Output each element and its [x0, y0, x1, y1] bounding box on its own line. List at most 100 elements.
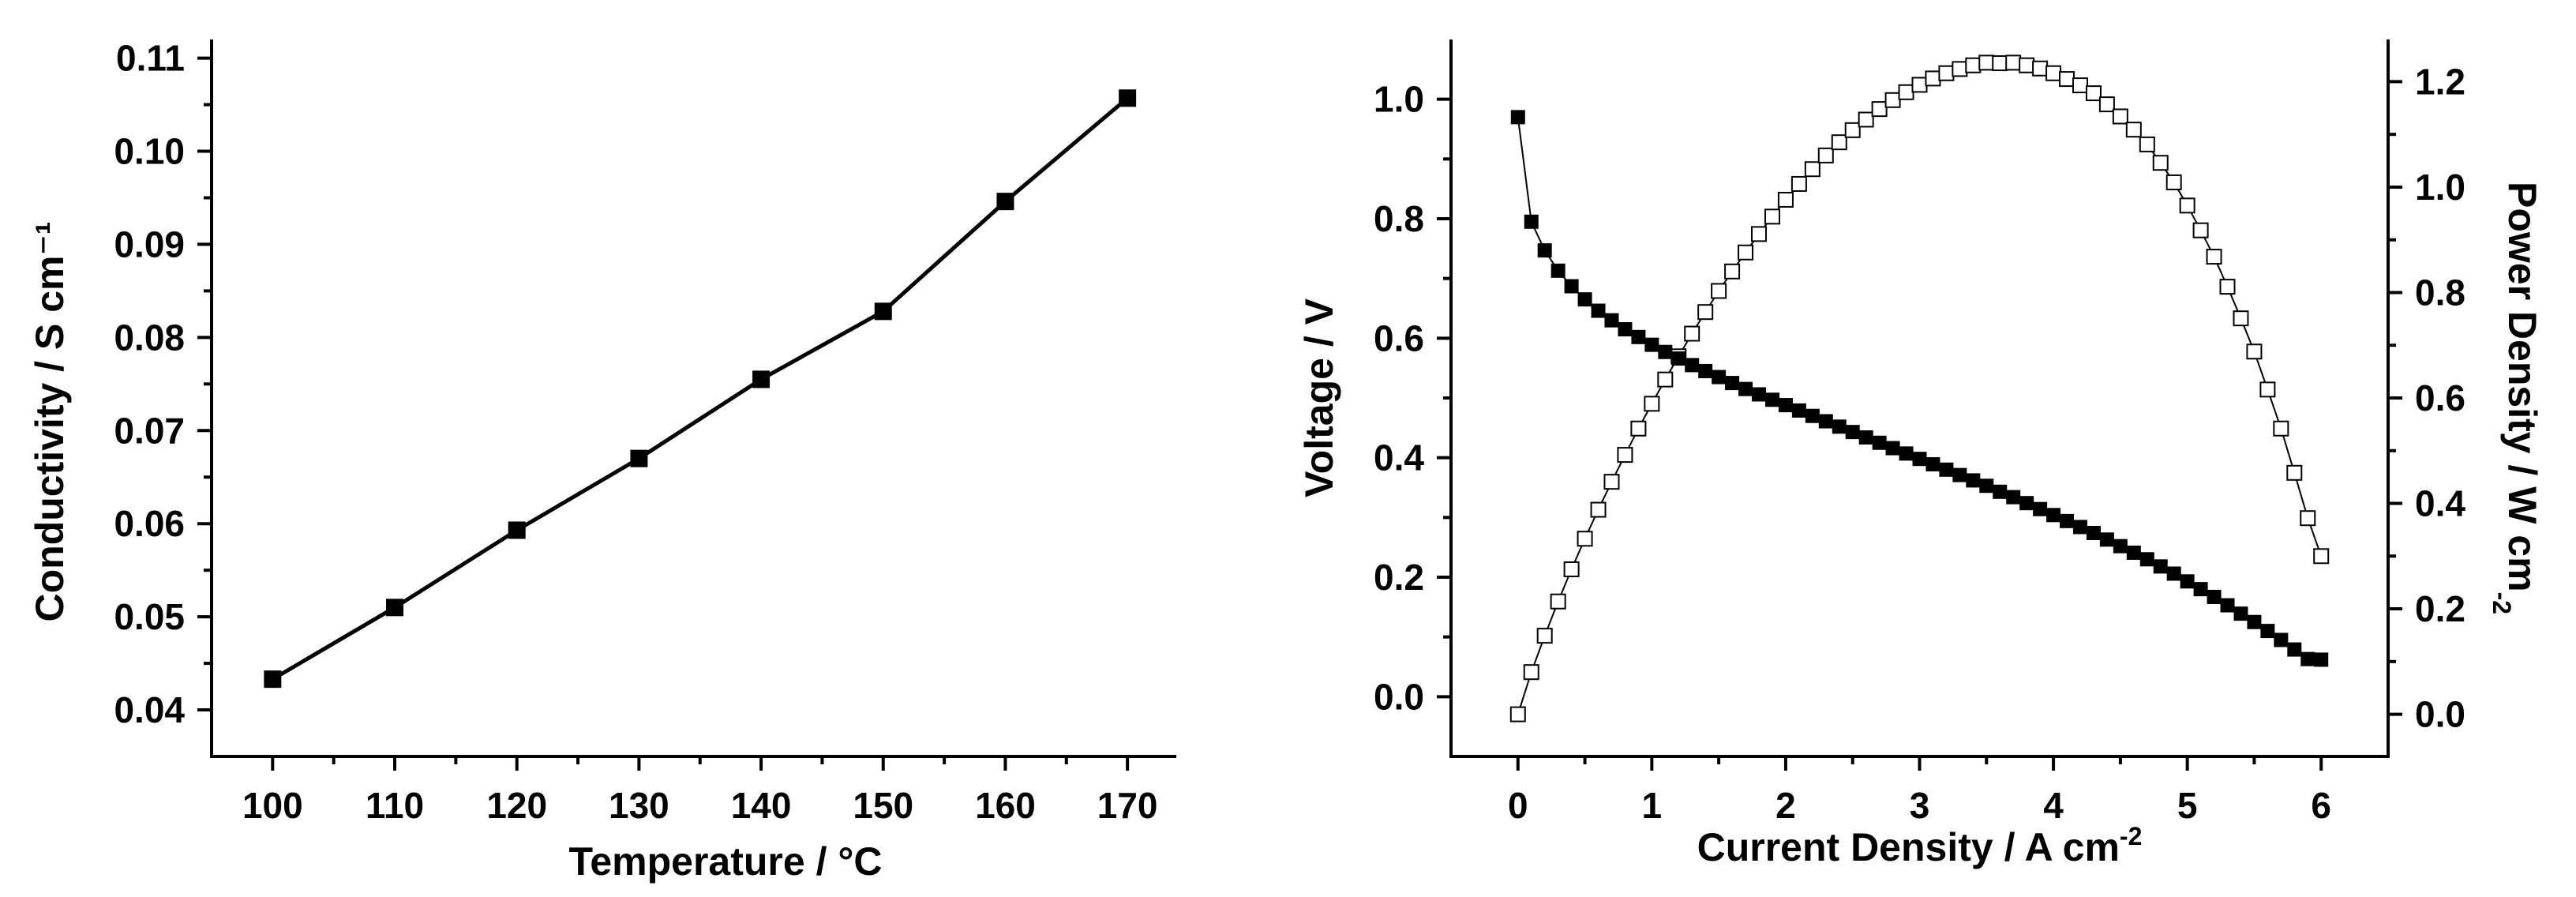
voltage-marker [2153, 559, 2168, 574]
power-density-marker [2139, 136, 2155, 152]
voltage-marker [2287, 642, 2302, 657]
power-density-y-axis-title-text: Power Density / W cm [2500, 182, 2544, 592]
power-density-marker [1711, 283, 1727, 299]
power-density-marker [1925, 70, 1941, 87]
power-density-marker [1978, 54, 1995, 71]
voltage-marker [2193, 582, 2208, 597]
voltage-y-tick-label: 0.4 [1374, 437, 1424, 479]
voltage-marker [1993, 484, 2008, 499]
voltage-line [1517, 117, 2322, 661]
voltage-marker [2274, 632, 2289, 647]
power-density-marker [1563, 561, 1580, 577]
voltage-marker [1752, 387, 1767, 402]
conductivity-x-tick-label: 160 [975, 785, 1036, 826]
voltage-marker [2166, 566, 2181, 581]
conductivity-y-tick-label: 0.07 [114, 410, 185, 451]
voltage-marker [1524, 214, 1539, 229]
conductivity-marker [996, 193, 1014, 211]
conductivity-marker [874, 302, 892, 321]
voltage-marker [1858, 430, 1873, 445]
voltage-y-tick-label: 0.6 [1374, 317, 1424, 358]
voltage-marker [1872, 435, 1887, 450]
power-density-marker [1777, 191, 1794, 208]
power-density-y-tick-label: 0.0 [2415, 694, 2465, 735]
current-density-x-tick-label: 6 [2311, 785, 2331, 826]
power-density-marker [2019, 57, 2035, 73]
power-density-marker [1724, 263, 1741, 280]
power-density-marker [2072, 77, 2088, 94]
power-density-marker [1697, 304, 1714, 321]
voltage-marker [2180, 574, 2195, 589]
voltage-marker [1725, 376, 1740, 391]
conductivity-chart: 100 110 120 130 140 150 160 170 0.040.050.060.0… [28, 38, 1176, 884]
voltage-marker [2139, 552, 2154, 567]
conductivity-series [264, 89, 1137, 689]
conductivity-x-tick-label: 120 [486, 785, 547, 826]
voltage-marker [1805, 408, 1820, 423]
conductivity-y-tick-label: 0.10 [114, 131, 185, 172]
voltage-marker [1818, 414, 1833, 429]
power-density-marker [2300, 510, 2316, 527]
power-density-marker [2273, 420, 2289, 437]
voltage-marker [2019, 496, 2034, 511]
power-density-marker [2233, 310, 2249, 327]
power-density-marker [2313, 548, 2330, 565]
voltage-marker [1564, 279, 1579, 294]
voltage-marker [1671, 351, 1686, 366]
power-density-marker [1817, 147, 1834, 163]
power-density-marker [1831, 134, 1847, 151]
power-density-marker [2246, 343, 2263, 360]
voltage-marker [1885, 441, 1900, 456]
power-density-y-axis-title: Power Density / W cm-2 [2488, 182, 2544, 614]
power-density-marker [1952, 61, 1968, 77]
current-density-x-tick-label: 3 [1910, 785, 1930, 826]
conductivity-y-tick-label: 0.05 [114, 596, 185, 637]
power-density-marker [2032, 60, 2049, 77]
power-density-marker [1536, 628, 1553, 644]
voltage-marker [2126, 545, 2141, 560]
conductivity-y-tick-label: 0.06 [114, 503, 185, 544]
voltage-marker [2086, 526, 2101, 541]
conductivity-x-tick-label: 100 [242, 785, 303, 826]
power-density-marker [1577, 531, 1593, 547]
power-density-marker [1965, 57, 1982, 73]
power-density-marker [1550, 593, 1566, 610]
conductivity-x-tick-label: 140 [731, 785, 792, 826]
power-density-marker [1884, 92, 1901, 108]
power-density-marker [1523, 664, 1539, 681]
power-density-marker [1644, 396, 1660, 412]
conductivity-x-tick-label: 130 [609, 785, 669, 826]
conductivity-y-tick-labels: 0.04 0.05 0.06 0.07 0.08 0.09 0.10 0.11 [114, 38, 185, 730]
voltage-marker [1764, 392, 1779, 407]
power-density-marker [1804, 161, 1820, 178]
voltage-y-tick-label: 1.0 [1374, 79, 1424, 120]
current-density-x-tick-label: 5 [2177, 785, 2198, 826]
polarization-axis-ticks [1437, 80, 2402, 771]
power-density-marker [1992, 55, 2008, 72]
voltage-marker [2247, 614, 2262, 629]
conductivity-x-tick-label: 110 [366, 785, 424, 826]
power-density-marker [2085, 85, 2102, 102]
conductivity-marker [1119, 89, 1137, 107]
power-density-marker [2179, 197, 2195, 214]
power-density-y-tick-label: 0.8 [2415, 272, 2465, 313]
polarization-series [1509, 54, 2330, 722]
voltage-y-tick-label: 0.0 [1374, 676, 1424, 717]
power-density-marker [1751, 226, 1768, 242]
conductivity-marker [630, 449, 648, 467]
voltage-marker [1952, 467, 1967, 482]
voltage-marker [1537, 243, 1552, 258]
voltage-marker [1631, 329, 1646, 344]
power-density-marker [2192, 222, 2209, 238]
conductivity-x-tick-label: 150 [853, 785, 913, 826]
voltage-marker [2220, 598, 2235, 613]
conductivity-x-tick-label: 170 [1097, 785, 1158, 826]
power-density-marker [1858, 111, 1874, 128]
voltage-marker [1685, 358, 1700, 373]
power-density-marker [1603, 474, 1620, 490]
voltage-marker [2006, 490, 2021, 505]
power-density-marker [1871, 101, 1888, 118]
conductivity-marker [386, 599, 404, 617]
voltage-marker [1939, 462, 1954, 477]
